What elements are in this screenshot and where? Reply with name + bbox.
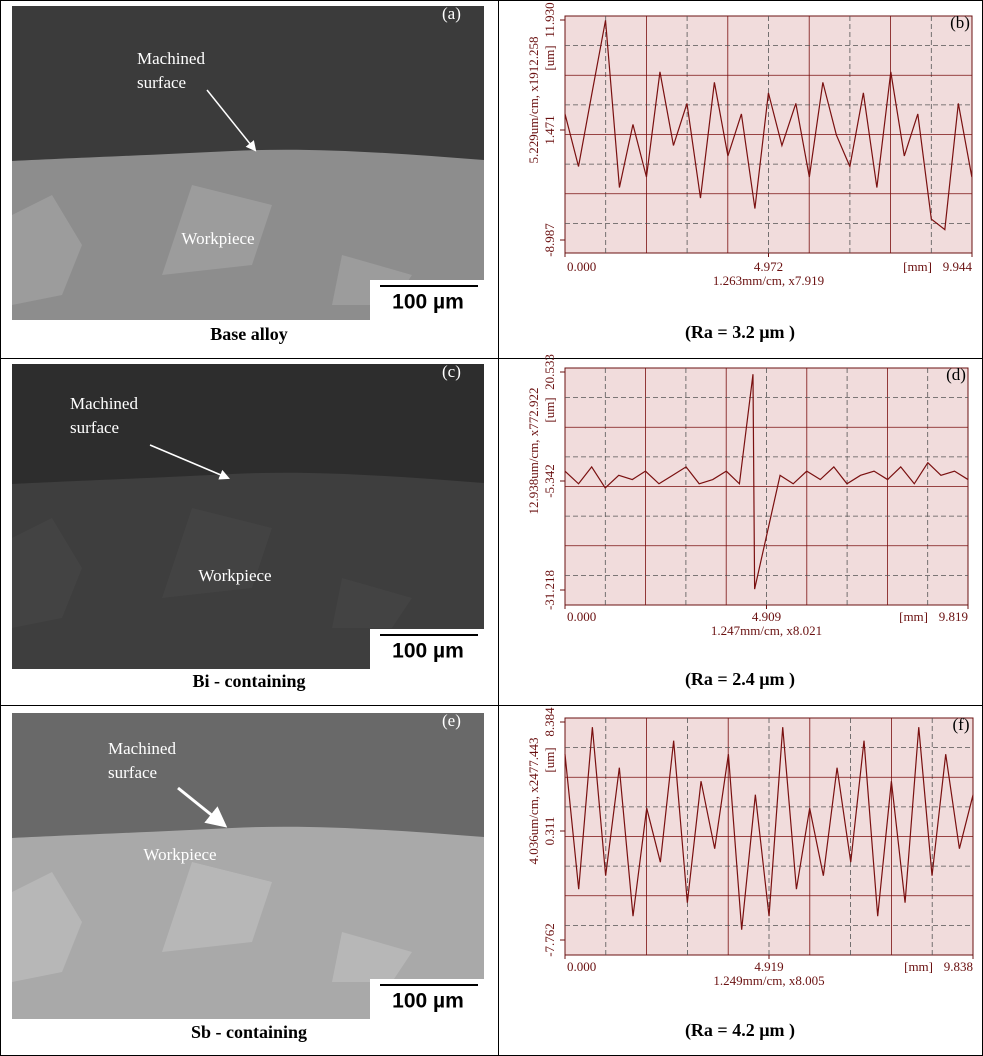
sem-panel-label: (e): [442, 711, 461, 730]
sem-panel-label: (c): [442, 362, 461, 381]
chart-panel-label: (d): [946, 365, 966, 384]
x-tick-label: 9.944: [943, 259, 973, 274]
sem-arrow: [149, 444, 230, 480]
sem-phase: [12, 508, 412, 628]
chart-panel-label: (f): [953, 715, 970, 734]
x-tick-label: 4.972: [754, 259, 783, 274]
sem-annotation: Machined: [137, 49, 205, 68]
y-unit: [um]: [542, 45, 557, 70]
scale-bar-label: 100 µm: [392, 990, 464, 1013]
y-tick-label: -8.987: [542, 223, 557, 257]
x-axis-label: 1.263mm/cm, x7.919: [713, 273, 824, 288]
sem-annotation: surface: [108, 763, 157, 782]
sem-region-label: Workpiece: [181, 229, 254, 248]
sem-annotation: surface: [70, 418, 119, 437]
caption: Bi - containing: [192, 671, 305, 691]
sem-region-label: Workpiece: [198, 566, 271, 585]
sem-annotation: surface: [137, 73, 186, 92]
x-unit: [mm]: [904, 959, 933, 974]
y-tick-label: 0.311: [542, 817, 557, 846]
x-tick-label: 4.909: [752, 609, 781, 624]
sem-dark-region: [12, 364, 484, 484]
scale-bar-label: 100 µm: [392, 640, 464, 663]
ra-caption: (Ra = 3.2 µm ): [685, 322, 795, 343]
sem-annotation: Machined: [70, 394, 138, 413]
sem-annotation: Machined: [108, 739, 176, 758]
x-axis-label: 1.249mm/cm, x8.005: [713, 973, 824, 988]
sem-phase: [12, 862, 412, 982]
caption: Sb - containing: [191, 1022, 307, 1042]
y-axis-label: 5.229um/cm, x1912.258: [526, 36, 541, 163]
x-unit: [mm]: [903, 259, 932, 274]
x-unit: [mm]: [899, 609, 928, 624]
ra-caption: (Ra = 4.2 µm ): [685, 1020, 795, 1041]
caption: Base alloy: [210, 324, 288, 344]
x-tick-label: 0.000: [567, 959, 596, 974]
y-tick-label: -31.218: [542, 570, 557, 610]
y-tick-label: -5.342: [542, 464, 557, 498]
y-tick-label: 8.384: [542, 707, 557, 737]
x-tick-label: 0.000: [567, 259, 596, 274]
profile-line: [564, 20, 973, 231]
chart-panel-label: (b): [950, 13, 970, 32]
sem-arrow: [206, 89, 257, 152]
x-tick-label: 0.000: [567, 609, 596, 624]
sem-arrow: [177, 786, 228, 828]
scale-bar-label: 100 µm: [392, 291, 464, 314]
y-unit: [um]: [542, 747, 557, 772]
y-tick-label: -7.762: [542, 923, 557, 957]
y-tick-label: 11.930: [542, 2, 557, 37]
ra-caption: (Ra = 2.4 µm ): [685, 669, 795, 690]
sem-phase: [12, 185, 412, 305]
y-axis-label: 4.036um/cm, x2477.443: [526, 737, 541, 864]
y-axis-label: 12.938um/cm, x772.922: [526, 387, 541, 514]
x-tick-label: 9.838: [944, 959, 973, 974]
x-tick-label: 4.919: [754, 959, 783, 974]
y-tick-label: 20.533: [542, 354, 557, 390]
profile-line: [564, 727, 974, 930]
y-tick-label: 1.471: [542, 115, 557, 144]
sem-dark-region: [12, 6, 484, 161]
profile-line: [564, 374, 969, 590]
sem-dark-region: [12, 713, 484, 838]
y-unit: [um]: [542, 397, 557, 422]
x-tick-label: 9.819: [939, 609, 968, 624]
sem-panel-label: (a): [442, 4, 461, 23]
x-axis-label: 1.247mm/cm, x8.021: [711, 623, 822, 638]
sem-region-label: Workpiece: [143, 845, 216, 864]
